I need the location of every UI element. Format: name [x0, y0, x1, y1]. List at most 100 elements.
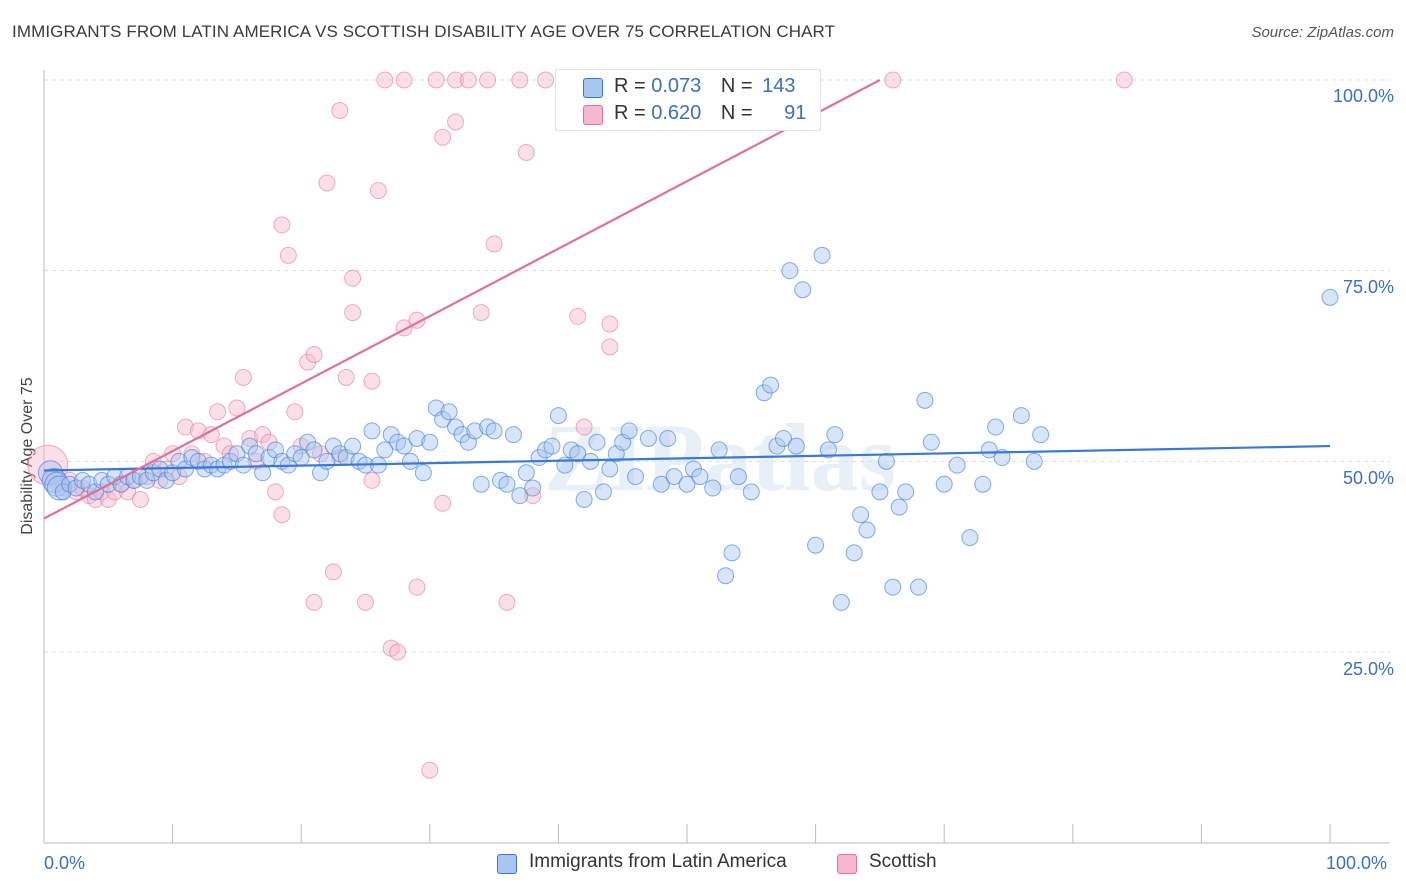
latin-america-point: [627, 468, 645, 486]
scottish-point: [421, 761, 439, 779]
latin-america-point: [1321, 288, 1339, 306]
scottish-point: [176, 418, 194, 436]
scottish-point: [427, 71, 445, 89]
scottish-point: [369, 182, 387, 200]
legend-blue-n-value: 143: [762, 75, 796, 97]
latin-america-point: [678, 475, 696, 493]
axes: [43, 70, 1390, 844]
legend-pink-swatch: [583, 105, 603, 125]
latin-america-point: [1025, 452, 1043, 470]
latin-america-point: [37, 460, 63, 486]
legend-scottish-swatch: [837, 854, 857, 874]
scottish-point: [389, 643, 407, 661]
latin-america-point: [935, 475, 953, 493]
latin-america-point: [46, 475, 72, 501]
latin-america-point: [466, 422, 484, 440]
legend-blue-row: R = 0.073 N = 143: [614, 75, 796, 101]
y-tick-100: 100.0%: [1332, 86, 1394, 106]
y-tick-25: 25.0%: [1342, 659, 1394, 679]
latin-america-point: [980, 441, 998, 459]
scottish-point: [228, 399, 246, 417]
latin-america-point: [472, 475, 490, 493]
latin-america-point: [485, 422, 503, 440]
scottish-point: [286, 403, 304, 421]
x-tick-100: 100.0%: [1326, 853, 1388, 873]
latin-america-point: [916, 391, 934, 409]
latin-america-point: [787, 437, 805, 455]
latin-america-point: [395, 437, 413, 455]
latin-america-point: [993, 449, 1011, 467]
scottish-point: [569, 307, 587, 325]
latin-america-point: [41, 467, 67, 493]
scottish-point: [395, 71, 413, 89]
scottish-point: [434, 494, 452, 512]
scottish-point: [234, 368, 252, 386]
scottish-point: [517, 143, 535, 161]
latin-america-point: [909, 578, 927, 596]
latin-america-point: [652, 475, 670, 493]
scottish-point: [344, 269, 362, 287]
latin-america-point: [884, 578, 902, 596]
scottish-point: [408, 578, 426, 596]
legend-blue-swatch: [583, 78, 603, 98]
latin-america-point: [524, 479, 542, 497]
latin-america-point: [961, 529, 979, 547]
scottish-point: [1115, 71, 1133, 89]
legend-item-scottish: Scottish: [837, 851, 967, 877]
latin-america-point: [582, 452, 600, 470]
latin-america-point: [421, 433, 439, 451]
scottish-point: [537, 71, 555, 89]
x-tick-0: 0.0%: [44, 853, 86, 873]
latin-america-point: [344, 437, 362, 455]
latin-america-point: [807, 536, 825, 554]
latin-america-point: [826, 426, 844, 444]
latin-america-point: [704, 479, 722, 497]
legend-pink-row: R = 0.620 N = 91: [614, 102, 806, 128]
latin-america-point: [588, 433, 606, 451]
latin-america-point: [414, 464, 432, 482]
legend-latin-america-label: Immigrants from Latin America: [529, 851, 787, 872]
latin-america-point: [440, 403, 458, 421]
scottish-point: [472, 304, 490, 322]
latin-america-point: [717, 567, 735, 585]
scottish-point: [459, 71, 477, 89]
scottish-point: [305, 593, 323, 611]
latin-america-point: [1012, 407, 1030, 425]
scottish-point: [376, 71, 394, 89]
latin-america-point: [254, 464, 272, 482]
latin-america-point: [639, 429, 657, 447]
legend-blue-r-label: R =: [614, 75, 646, 97]
latin-america-point: [845, 544, 863, 562]
latin-america-point: [897, 483, 915, 501]
scottish-point: [511, 71, 529, 89]
scottish-point: [601, 315, 619, 333]
latin-america-point: [813, 246, 831, 264]
latin-america-point: [549, 407, 567, 425]
latin-america-point: [948, 456, 966, 474]
latin-america-point: [762, 376, 780, 394]
latin-america-point: [247, 445, 265, 463]
latin-america-point: [601, 460, 619, 478]
latin-america-point: [620, 422, 638, 440]
source-credit: Source: ZipAtlas.com: [1251, 24, 1394, 41]
scottish-point: [273, 216, 291, 234]
legend-blue-n-label: N =: [720, 75, 753, 97]
latin-america-point: [871, 483, 889, 501]
scottish-points: [27, 71, 1133, 779]
legend-pink-n-label: N =: [720, 102, 753, 124]
legend-pink-r-value: 0.620: [651, 102, 702, 124]
latin-america-point: [974, 475, 992, 493]
latin-america-point: [723, 544, 741, 562]
latin-america-point: [363, 422, 381, 440]
scottish-point: [363, 471, 381, 489]
trend-lines: [43, 79, 1331, 520]
scottish-trend-line: [43, 79, 881, 520]
scottish-point: [344, 304, 362, 322]
latin-america-point: [858, 521, 876, 539]
scottish-point: [479, 71, 497, 89]
latin-america-point: [742, 483, 760, 501]
y-tick-75: 75.0%: [1342, 277, 1394, 297]
scottish-point: [485, 235, 503, 253]
latin-america-point: [575, 490, 593, 508]
legend-scottish-label: Scottish: [869, 851, 937, 872]
